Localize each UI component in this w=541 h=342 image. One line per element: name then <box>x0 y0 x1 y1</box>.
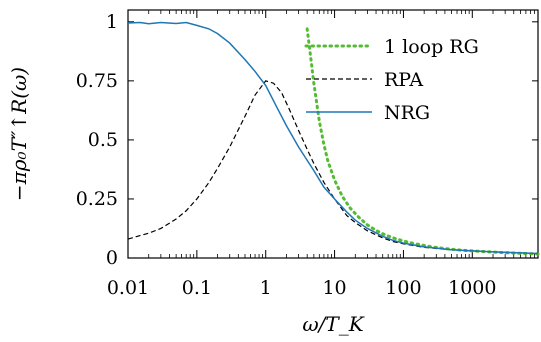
x-tick-label: 100 <box>385 277 421 299</box>
y-tick-label: 0.75 <box>76 70 118 92</box>
y-tick-label: 0.25 <box>76 188 118 210</box>
x-axis-title: ω/T_K <box>302 312 364 336</box>
y-axis-title: −πρ₀T″↑R(ω) <box>7 67 31 201</box>
legend-label: 1 loop RG <box>384 36 479 58</box>
series-line-1-loop-rg <box>305 27 540 256</box>
series-line-rpa <box>127 80 539 255</box>
legend-label: RPA <box>384 69 423 91</box>
y-tick-label: 0.5 <box>88 129 118 151</box>
series-layer <box>127 21 540 256</box>
y-tick-label: 0 <box>106 247 118 269</box>
x-axis-ticks: 0.01 0.1 1 10 100 1000 <box>107 10 539 299</box>
x-tick-label: 0.1 <box>182 277 212 299</box>
x-tick-label: 10 <box>322 277 346 299</box>
x-tick-label: 1000 <box>448 277 496 299</box>
y-axis-ticks: 0 0.25 0.5 0.75 1 <box>76 11 538 269</box>
x-tick-label: 0.01 <box>107 277 149 299</box>
legend-label: NRG <box>384 102 430 124</box>
x-tick-label: 1 <box>260 277 272 299</box>
y-tick-label: 1 <box>106 11 118 33</box>
series-line-nrg <box>127 21 539 255</box>
legend: 1 loop RG RPA NRG <box>304 36 479 124</box>
plot-frame <box>127 9 539 259</box>
